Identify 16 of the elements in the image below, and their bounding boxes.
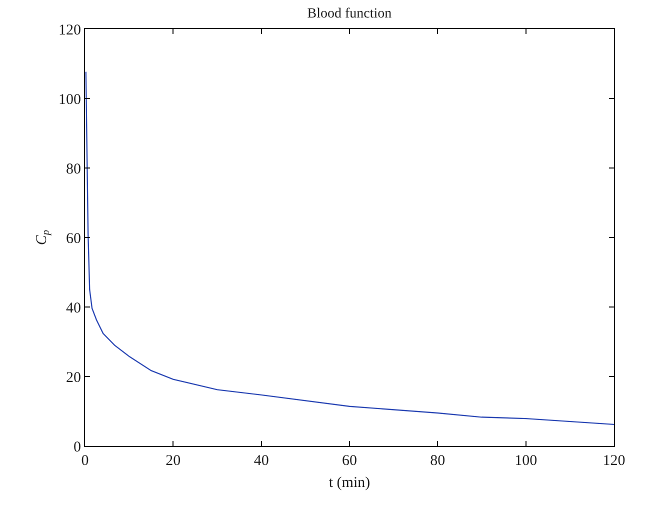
chart-title: Blood function	[307, 6, 392, 22]
x-tick-label: 60	[342, 453, 357, 469]
y-tick-label: 120	[58, 22, 81, 38]
y-tick-label: 60	[66, 230, 81, 247]
y-tick-label: 80	[66, 161, 81, 178]
y-tick-label: 20	[66, 370, 81, 386]
x-axis-title: t (min)	[328, 475, 370, 491]
x-tick-label: 20	[166, 453, 181, 469]
y-tick-label: 40	[66, 300, 81, 316]
y-tick-label: 0	[74, 439, 81, 456]
x-tick-label: 100	[514, 453, 538, 469]
y-tick-label: 100	[58, 92, 81, 108]
x-tick-label: 80	[430, 453, 446, 469]
x-tick-label: 120	[602, 453, 626, 469]
line-series	[85, 71, 614, 426]
x-tick-label: 40	[254, 453, 269, 469]
